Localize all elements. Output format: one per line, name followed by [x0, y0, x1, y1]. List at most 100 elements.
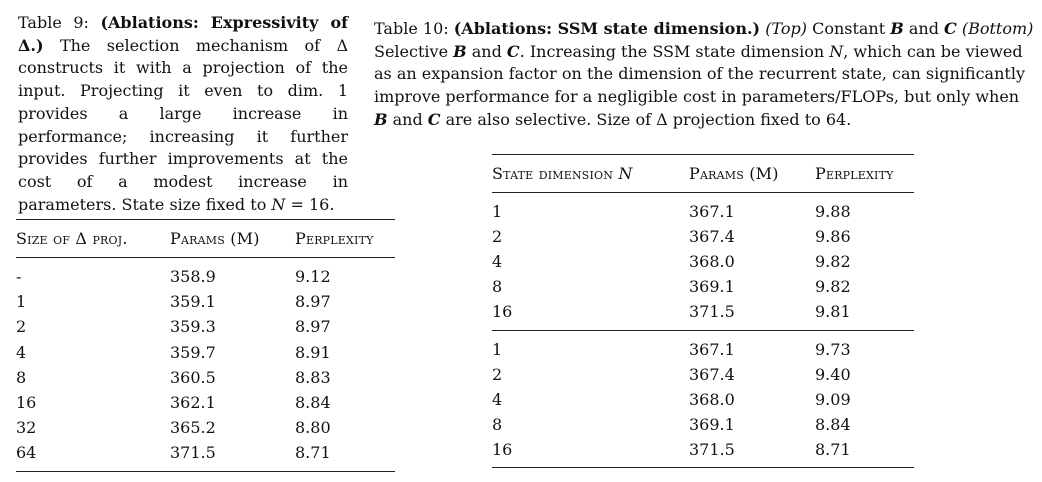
cell-first: -: [16, 267, 22, 287]
caption-top-label: (Top): [765, 19, 807, 38]
cell-perplexity: 9.82: [815, 277, 851, 296]
caption-bottom-label: (Bottom): [956, 19, 1034, 38]
caption-var-c: C: [944, 19, 957, 38]
column-header-state-dim-label: State dimension: [492, 164, 614, 183]
cell-params: 359.1: [170, 292, 216, 312]
cell-perplexity: 8.84: [295, 393, 331, 413]
cell-first: 16: [492, 302, 513, 321]
cell-perplexity: 8.83: [295, 367, 331, 387]
table-row: 16 371.5 8.71: [492, 437, 914, 468]
cell-perplexity: 8.84: [815, 415, 851, 434]
cell-params: 367.1: [689, 330, 815, 362]
cell-perplexity: 8.80: [295, 418, 331, 438]
cell-first: 8: [492, 415, 503, 434]
cell-first: 16: [16, 393, 37, 413]
cell-first: 32: [16, 418, 37, 438]
table-9-caption-body: The selection mechanism of Δ constructs …: [18, 35, 348, 214]
table-9-caption-var: N: [271, 194, 286, 214]
cell-perplexity: 8.91: [295, 342, 331, 362]
cell-params: 367.4: [689, 365, 735, 384]
table-9-caption: Table 9: (Ablations: Expressivity of Δ.)…: [18, 12, 348, 216]
cell-params: 365.2: [170, 418, 216, 438]
cell-params: 371.5: [689, 302, 735, 321]
cell-params: 369.1: [689, 277, 735, 296]
caption-var-b: B: [890, 19, 904, 38]
caption-text: and: [466, 41, 507, 61]
column-header-state-dim: State dimension N: [492, 154, 689, 193]
cell-params: 362.1: [170, 393, 216, 413]
table-row: 2 359.3 8.97: [16, 314, 395, 339]
table-row: 4 359.7 8.91: [16, 340, 395, 365]
table-row: 2 367.4 9.40: [492, 362, 914, 387]
caption-var-b: B: [453, 41, 467, 61]
table-header-row: Size of Δ proj. Params (M) Perplexity: [16, 219, 395, 258]
cell-params: 368.0: [689, 390, 735, 409]
caption-var-c: C: [506, 41, 520, 61]
cell-perplexity: 8.97: [295, 317, 331, 337]
cell-params: 367.4: [689, 227, 735, 246]
table-10-top-section: 1 367.1 9.88 2 367.4 9.86 4 368.0 9.82 8 369.1 9.82…: [492, 193, 914, 331]
cell-first: 8: [492, 277, 503, 296]
cell-first: 16: [492, 437, 689, 468]
cell-first: 2: [16, 317, 27, 337]
table-row: 64 371.5 8.71: [16, 440, 395, 472]
table-10-title: (Ablations: SSM state dimension.): [453, 19, 761, 38]
table-row: 16 371.5 9.81: [492, 299, 914, 331]
caption-text: . Increasing the SSM state dimension: [519, 41, 830, 61]
table-9-label: Table 9:: [18, 13, 89, 32]
table-row: 8 360.5 8.83: [16, 365, 395, 390]
column-header-delta-proj: Size of Δ proj.: [16, 219, 170, 258]
cell-perplexity: 9.86: [815, 227, 851, 246]
table-row: 16 362.1 8.84: [16, 390, 395, 415]
table-9-body: - 358.9 9.12 1 359.1 8.97 2 359.3 8.97 4 359.7 8.91…: [16, 258, 395, 472]
column-header-perplexity: Perplexity: [815, 154, 914, 193]
cell-first: 1: [16, 292, 27, 312]
table-row: 1 367.1 9.73: [492, 330, 914, 362]
cell-first: 64: [16, 440, 170, 472]
cell-params: 371.5: [170, 440, 295, 472]
caption-var-c: C: [427, 109, 441, 129]
cell-perplexity: 8.97: [295, 292, 331, 312]
column-header-params: Params (M): [170, 219, 295, 258]
table-10: State dimension N Params (M) Perplexity …: [492, 154, 914, 468]
table-row: - 358.9 9.12: [16, 258, 395, 290]
table-row: 2 367.4 9.86: [492, 224, 914, 249]
cell-perplexity: 9.12: [295, 267, 331, 287]
cell-first: 4: [492, 252, 503, 271]
cell-params: 359.3: [170, 317, 216, 337]
cell-params: 371.5: [689, 437, 815, 468]
table-10-label: Table 10:: [374, 19, 449, 38]
caption-text: Selective: [374, 41, 454, 61]
caption-text: are also selective. Size of Δ projection…: [440, 109, 852, 129]
table-10-caption: Table 10: (Ablations: SSM state dimensio…: [374, 18, 1034, 132]
cell-perplexity: 8.71: [295, 440, 395, 472]
cell-first: 2: [492, 227, 503, 246]
cell-params: 360.5: [170, 367, 216, 387]
table-row: 8 369.1 9.82: [492, 274, 914, 299]
table-10-bottom-section: 1 367.1 9.73 2 367.4 9.40 4 368.0 9.09 8 369.1 8.84…: [492, 330, 914, 468]
caption-text: Constant: [806, 19, 891, 38]
table-9-caption-tail: = 16.: [285, 194, 335, 214]
cell-params: 368.0: [689, 252, 735, 271]
cell-params: 367.1: [689, 202, 735, 221]
caption-text: and: [903, 19, 945, 38]
column-header-params: Params (M): [689, 154, 815, 193]
cell-perplexity: 9.73: [815, 330, 914, 362]
cell-first: 4: [16, 342, 27, 362]
table-header-row: State dimension N Params (M) Perplexity: [492, 154, 914, 193]
table-row: 1 367.1 9.88: [492, 193, 914, 225]
cell-first: 4: [492, 390, 503, 409]
table-row: 4 368.0 9.82: [492, 249, 914, 274]
table-row: 1 359.1 8.97: [16, 289, 395, 314]
caption-var-b: B: [374, 109, 388, 129]
cell-params: 358.9: [170, 267, 216, 287]
cell-perplexity: 9.40: [815, 365, 851, 384]
cell-perplexity: 9.88: [815, 202, 851, 221]
caption-var-n: N: [829, 41, 844, 61]
table-row: 32 365.2 8.80: [16, 415, 395, 440]
cell-perplexity: 8.71: [815, 437, 914, 468]
column-header-var-n: N: [618, 164, 633, 183]
cell-perplexity: 9.82: [815, 252, 851, 271]
cell-first: 1: [492, 202, 503, 221]
cell-params: 359.7: [170, 342, 216, 362]
